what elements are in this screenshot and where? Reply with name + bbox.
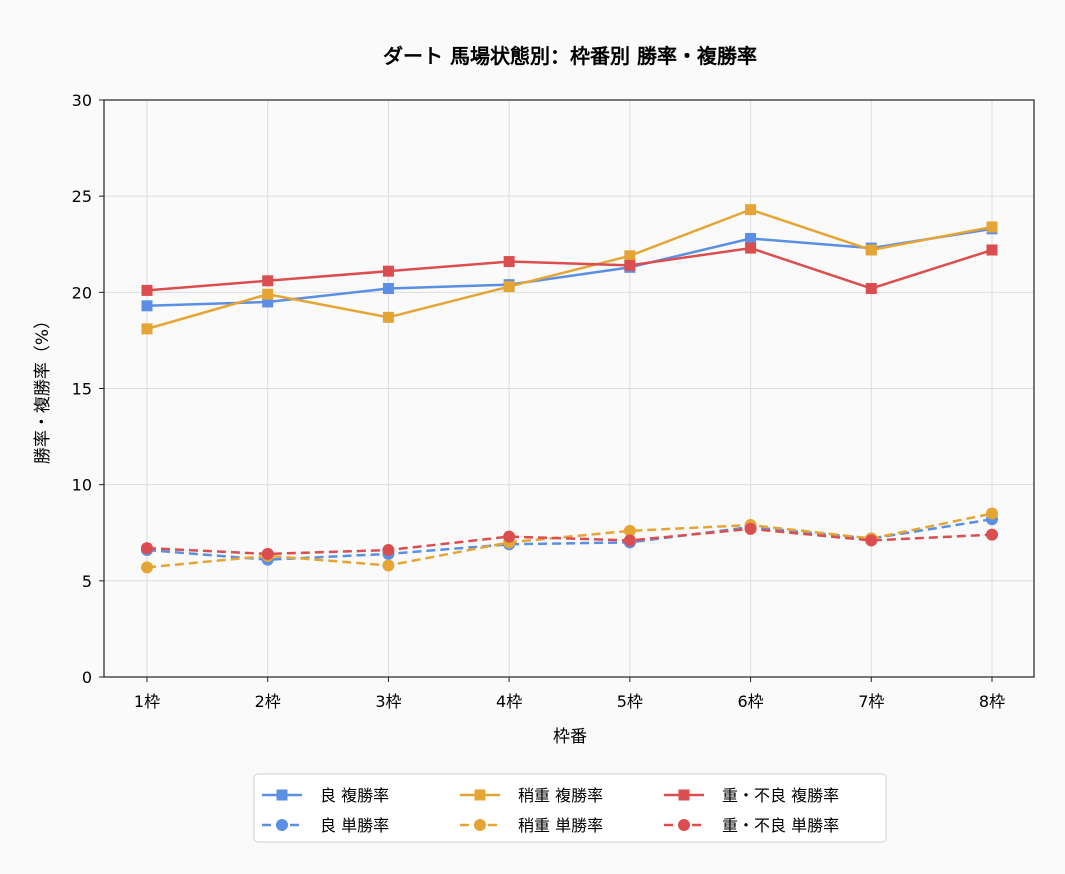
- y-tick-label: 15: [72, 380, 92, 399]
- x-axis-label: 枠番: [553, 727, 587, 747]
- data-point: [986, 507, 998, 520]
- series-2: [141, 204, 998, 335]
- data-point: [503, 530, 516, 543]
- legend-marker: [474, 789, 486, 801]
- data-point: [624, 250, 636, 262]
- legend-item: 重・不良 複勝率: [664, 786, 839, 805]
- legend-label: 稍重 単勝率: [518, 816, 603, 835]
- data-point: [623, 524, 636, 537]
- data-point: [623, 534, 636, 547]
- x-tick-label: 3枠: [375, 692, 401, 711]
- series-3: [141, 242, 998, 296]
- legend-item: 良 単勝率: [262, 816, 389, 835]
- y-axis: 0 5 10 15 20 25 30: [72, 91, 104, 687]
- y-tick-label: 20: [72, 283, 92, 302]
- legend-item: 重・不良 単勝率: [664, 816, 839, 835]
- data-point: [141, 561, 153, 574]
- data-point: [262, 296, 274, 308]
- legend-label: 稍重 複勝率: [518, 786, 603, 805]
- data-point: [865, 282, 877, 294]
- x-tick-label: 2枠: [255, 692, 281, 711]
- chart-title: ダート 馬場状態別：枠番別 勝率・複勝率: [383, 44, 757, 68]
- data-point: [986, 528, 998, 541]
- data-point: [382, 559, 395, 572]
- data-point: [382, 282, 394, 294]
- y-tick-label: 10: [72, 476, 92, 495]
- data-point: [262, 275, 274, 287]
- data-point: [382, 311, 394, 323]
- x-tick-label: 6枠: [737, 692, 763, 711]
- x-tick-label: 4枠: [496, 692, 522, 711]
- data-point: [382, 544, 395, 557]
- y-tick-label: 25: [72, 187, 92, 206]
- data-point: [141, 542, 153, 555]
- series-line: [146, 246, 993, 292]
- data-point: [624, 259, 636, 271]
- legend-label: 良 単勝率: [320, 816, 389, 835]
- y-tick-label: 30: [72, 91, 92, 110]
- x-tick-label: 1枠: [134, 692, 160, 711]
- series-group: [141, 204, 998, 574]
- series-line: [146, 527, 993, 556]
- data-point: [141, 284, 153, 296]
- legend-item: 良 複勝率: [262, 786, 389, 805]
- legend-item: 稍重 複勝率: [460, 786, 603, 805]
- grid: [104, 100, 1034, 677]
- data-point: [745, 232, 757, 244]
- legend-marker: [678, 819, 690, 831]
- x-tick-label: 7枠: [858, 692, 884, 711]
- data-point: [745, 204, 757, 216]
- data-point: [745, 242, 757, 254]
- data-point: [262, 288, 274, 300]
- data-point: [141, 323, 153, 335]
- legend-marker: [276, 819, 288, 831]
- y-tick-label: 5: [82, 572, 92, 591]
- data-point: [744, 522, 757, 535]
- legend-label: 重・不良 単勝率: [722, 816, 839, 835]
- x-tick-label: 5枠: [617, 692, 643, 711]
- legend-box: [253, 773, 887, 843]
- data-point: [986, 244, 998, 256]
- data-point: [865, 534, 878, 547]
- data-point: [503, 256, 515, 268]
- legend-label: 重・不良 複勝率: [722, 786, 839, 805]
- x-tick-label: 8枠: [979, 692, 1005, 711]
- series-line: [146, 208, 993, 331]
- series-line: [146, 227, 993, 308]
- legend-label: 良 複勝率: [320, 786, 389, 805]
- legend-marker: [276, 789, 288, 801]
- y-tick-label: 0: [82, 668, 92, 687]
- data-point: [986, 221, 998, 233]
- x-axis: 1枠 2枠 3枠 4枠 5枠 6枠 7枠 8枠: [134, 677, 1005, 711]
- y-axis-label: 勝率・複勝率（%）: [33, 312, 53, 464]
- series-line: [146, 512, 993, 569]
- legend-marker: [474, 819, 486, 831]
- legend-item: 稍重 単勝率: [460, 816, 603, 835]
- data-point: [865, 244, 877, 256]
- data-point: [503, 281, 515, 293]
- data-point: [382, 265, 394, 277]
- legend-marker: [678, 789, 690, 801]
- data-point: [141, 300, 153, 312]
- series-6: [141, 522, 998, 560]
- data-point: [261, 547, 274, 560]
